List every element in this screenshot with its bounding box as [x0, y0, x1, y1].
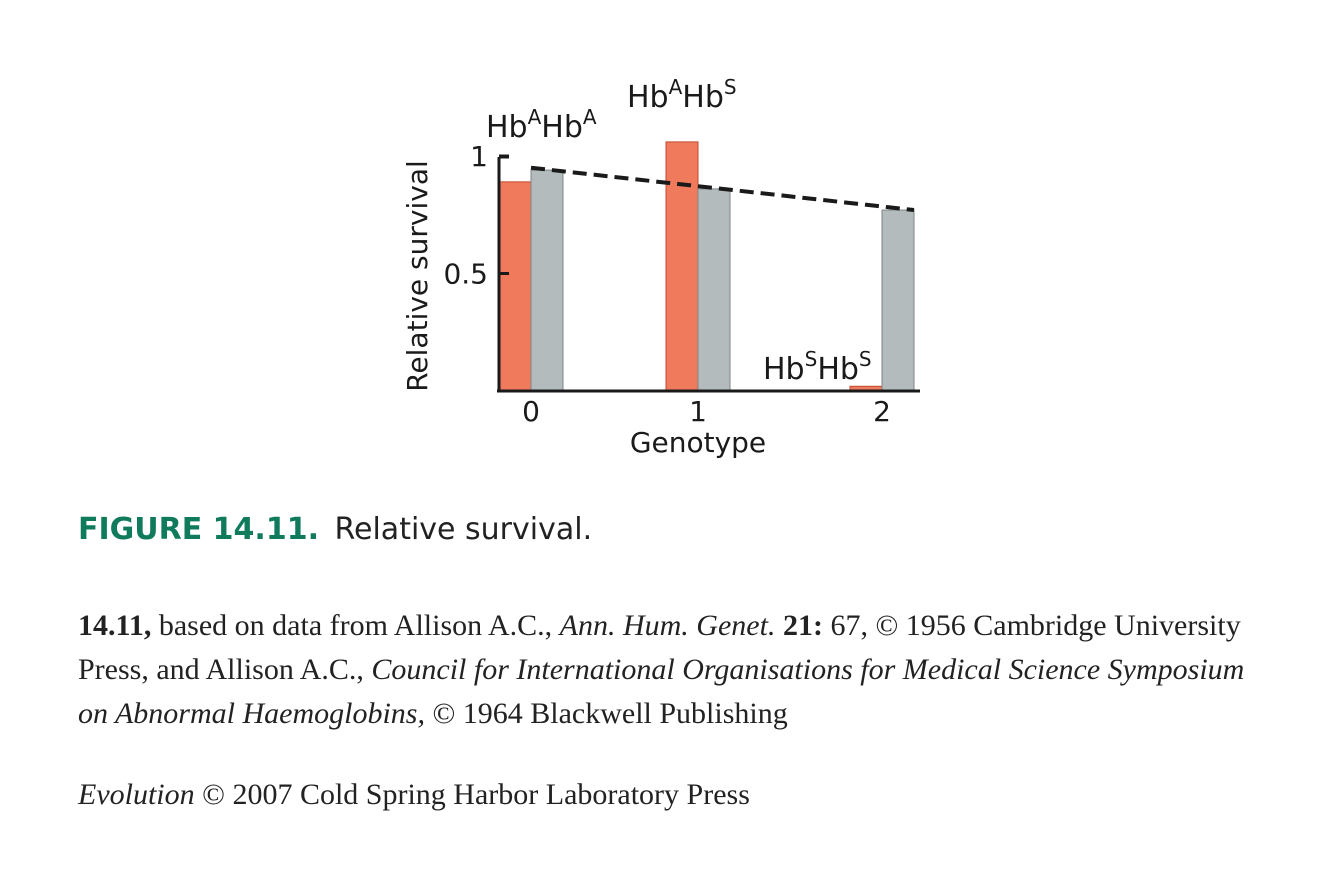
x-axis-label: Genotype: [630, 426, 766, 459]
credits-space: [775, 609, 783, 642]
y-axis-label: Relative survival: [401, 160, 434, 392]
genotype-label-1: HbAHbS: [627, 75, 737, 115]
bar-series1-0: [498, 181, 532, 392]
credits-text-1: based on data from Allison A.C.,: [151, 609, 560, 642]
copyright-text: © 2007 Cold Spring Harbor Laboratory Pre…: [194, 778, 750, 811]
y-tick-label-0: 0.5: [443, 258, 488, 291]
x-tick-label-2: 2: [873, 395, 891, 428]
figure-label: FIGURE 14.11.: [78, 512, 319, 547]
genotype-annotations: HbAHbA HbAHbS HbSHbS: [486, 75, 872, 387]
credits-volume: 21:: [782, 609, 823, 642]
bar-series2-0: [530, 169, 564, 392]
credits-symposium: Council for International Organisations …: [78, 653, 1245, 730]
trend-line: [530, 165, 915, 213]
bar-series2-2: [881, 209, 915, 392]
figure-caption: FIGURE 14.11. Relative survival.: [78, 512, 592, 547]
x-tick-label-0: 0: [522, 395, 540, 428]
credits-figure-number: 14.11,: [78, 609, 152, 642]
y-ticks-group: 0.51: [443, 140, 509, 291]
credits-paragraph: 14.11, based on data from Allison A.C., …: [78, 604, 1258, 736]
genotype-label-0: HbAHbA: [486, 105, 597, 145]
copyright-line: Evolution © 2007 Cold Spring Harbor Labo…: [78, 778, 750, 812]
y-tick-label-1: 1: [470, 140, 488, 173]
x-ticks-group: 0 1 2: [522, 395, 891, 428]
genotype-label-2: HbSHbS: [763, 347, 872, 387]
figure-caption-text: Relative survival.: [334, 512, 593, 547]
credits-text-3: © 1964 Blackwell Publishing: [424, 697, 788, 730]
x-tick-label-1: 1: [689, 395, 707, 428]
credits: 14.11, based on data from Allison A.C., …: [78, 604, 1258, 736]
credits-journal: Ann. Hum. Genet.: [559, 609, 776, 642]
book-title: Evolution: [78, 778, 195, 811]
bar-series1-1: [665, 141, 699, 392]
bar-series2-1: [697, 188, 731, 392]
credits-text-2: 67, © 1956 Cambridge University Press, a…: [78, 609, 1241, 686]
